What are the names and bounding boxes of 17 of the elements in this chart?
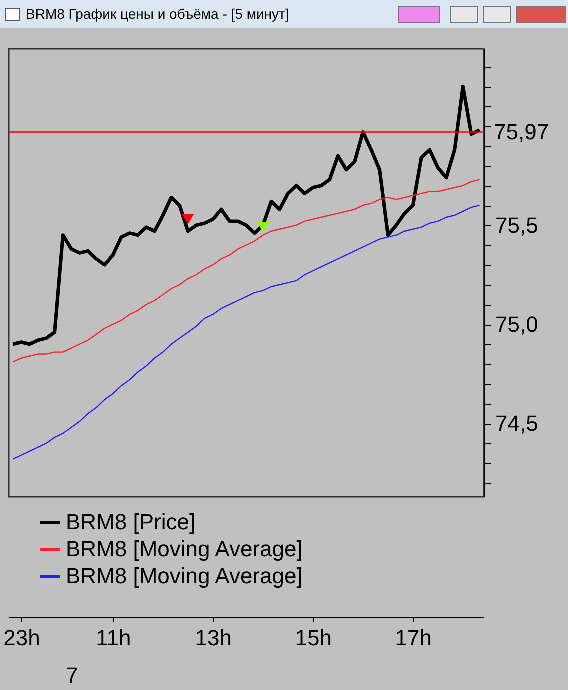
text: 7 — [66, 663, 78, 688]
chart-title: BRM8 График цены и объёма - [5 минут] — [26, 6, 290, 22]
line-series — [11, 84, 482, 346]
line-series — [12, 205, 480, 460]
x-tick-label: 11h — [96, 626, 132, 650]
legend-label: BRM8 [Moving Average] — [66, 564, 303, 588]
x-tick-label: 23h — [4, 626, 40, 650]
x-tick-label: 17h — [395, 626, 432, 650]
y-tick-label: 75,0 — [496, 312, 538, 338]
x-tick-label: 15h — [295, 626, 332, 650]
x-tick-label: 13h — [195, 626, 232, 650]
legend-label: BRM8 [Price] — [66, 510, 196, 534]
legend-label: BRM8 [Moving Average] — [66, 536, 303, 562]
ref-line-label: 75,97 — [494, 119, 550, 144]
y-tick-label: 74,5 — [496, 411, 538, 436]
y-tick-label: 75,5 — [496, 212, 538, 238]
line-series — [12, 179, 480, 363]
